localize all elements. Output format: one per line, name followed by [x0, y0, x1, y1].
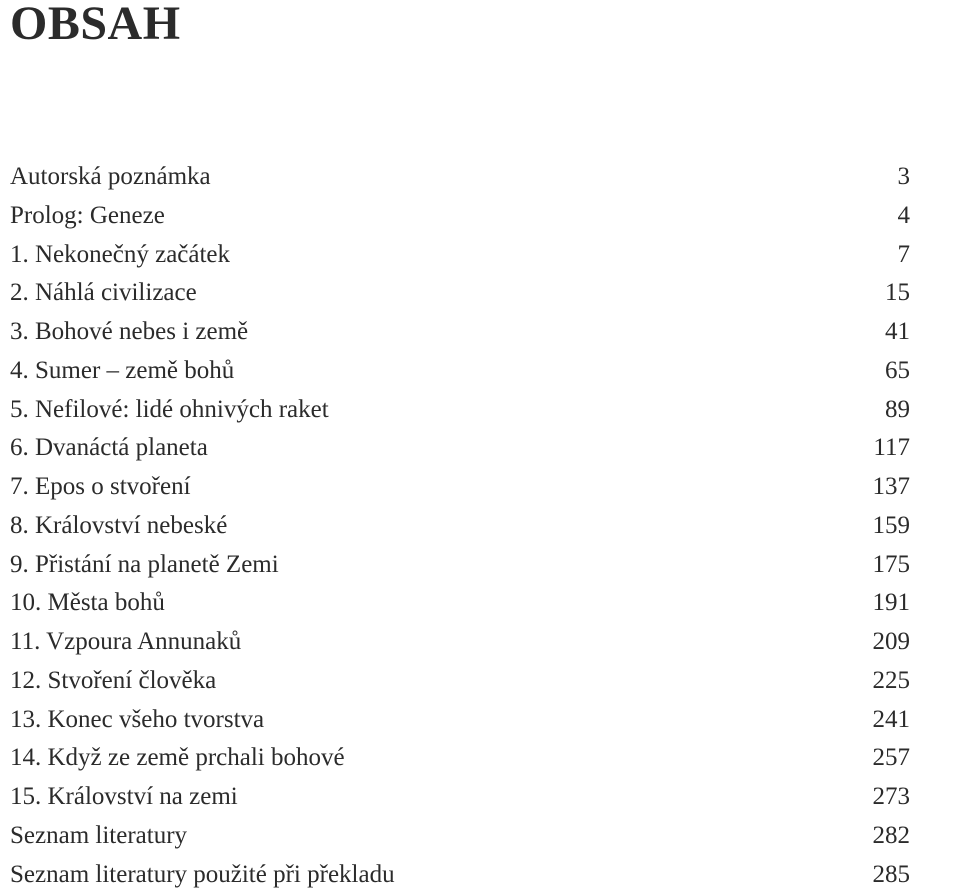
toc-entry-page: 159 [850, 507, 910, 546]
toc-entry-page: 257 [850, 739, 910, 778]
toc-entry-label: 14. Když ze země prchali bohové [10, 739, 345, 778]
toc-entry-page: 15 [850, 274, 910, 313]
toc-row: 13. Konec všeho tvorstva 241 [10, 701, 910, 740]
toc-entry-page: 41 [850, 313, 910, 352]
toc-entry-page: 117 [850, 429, 910, 468]
toc-entry-label: Seznam literatury [10, 817, 187, 856]
toc-entry-label: 4. Sumer – země bohů [10, 352, 234, 391]
toc-row: 15. Království na zemi 273 [10, 778, 910, 817]
toc-entry-page: 225 [850, 662, 910, 701]
toc-row: 4. Sumer – země bohů 65 [10, 352, 910, 391]
toc-entry-page: 241 [850, 701, 910, 740]
toc-row: 11. Vzpoura Annunaků 209 [10, 623, 910, 662]
toc-row: 8. Království nebeské 159 [10, 507, 910, 546]
toc-row: 2. Náhlá civilizace 15 [10, 274, 910, 313]
toc-entry-label: 8. Království nebeské [10, 507, 227, 546]
document-page: OBSAH Autorská poznámka3Prolog: Geneze41… [0, 0, 960, 894]
toc-entry-label: 1. Nekonečný začátek [10, 236, 230, 275]
toc-entry-label: 5. Nefilové: lidé ohnivých raket [10, 391, 329, 430]
toc-entry-page: 191 [850, 584, 910, 623]
toc-entry-label: 10. Města bohů [10, 584, 165, 623]
table-of-contents: Autorská poznámka3Prolog: Geneze41. Neko… [10, 158, 910, 894]
toc-entry-label: 13. Konec všeho tvorstva [10, 701, 264, 740]
toc-entry-page: 7 [850, 236, 910, 275]
toc-row: 1. Nekonečný začátek 7 [10, 236, 910, 275]
toc-row: 5. Nefilové: lidé ohnivých raket 89 [10, 391, 910, 430]
toc-row: Autorská poznámka 3 [10, 158, 910, 197]
toc-entry-label: Autorská poznámka [10, 158, 211, 197]
toc-entry-label: 2. Náhlá civilizace [10, 274, 197, 313]
toc-entry-page: 65 [850, 352, 910, 391]
toc-entry-page: 89 [850, 391, 910, 430]
toc-row: 6. Dvanáctá planeta 117 [10, 429, 910, 468]
toc-entry-page: 4 [850, 197, 910, 236]
toc-row: Seznam literatury 282 [10, 817, 910, 856]
toc-row: 3. Bohové nebes i země 41 [10, 313, 910, 352]
toc-entry-page: 175 [850, 546, 910, 585]
toc-row: 12. Stvoření člověka 225 [10, 662, 910, 701]
toc-row: Seznam literatury použité při překladu 28… [10, 856, 910, 894]
toc-entry-page: 282 [850, 817, 910, 856]
toc-entry-page: 273 [850, 778, 910, 817]
toc-entry-label: 7. Epos o stvoření [10, 468, 191, 507]
toc-entry-label: 15. Království na zemi [10, 778, 238, 817]
toc-entry-page: 3 [850, 158, 910, 197]
toc-entry-page: 285 [850, 856, 910, 894]
toc-row: 9. Přistání na planetě Zemi 175 [10, 546, 910, 585]
toc-entry-page: 209 [850, 623, 910, 662]
toc-entry-label: 9. Přistání na planetě Zemi [10, 546, 279, 585]
page-title: OBSAH [10, 0, 910, 48]
toc-entry-label: 6. Dvanáctá planeta [10, 429, 208, 468]
toc-entry-label: Seznam literatury použité při překladu [10, 856, 395, 894]
toc-entry-page: 137 [850, 468, 910, 507]
toc-row: 14. Když ze země prchali bohové 257 [10, 739, 910, 778]
toc-row: 7. Epos o stvoření 137 [10, 468, 910, 507]
toc-entry-label: 3. Bohové nebes i země [10, 313, 248, 352]
toc-entry-label: Prolog: Geneze [10, 197, 165, 236]
toc-row: 10. Města bohů 191 [10, 584, 910, 623]
toc-entry-label: 11. Vzpoura Annunaků [10, 623, 241, 662]
toc-row: Prolog: Geneze 4 [10, 197, 910, 236]
toc-entry-label: 12. Stvoření člověka [10, 662, 216, 701]
